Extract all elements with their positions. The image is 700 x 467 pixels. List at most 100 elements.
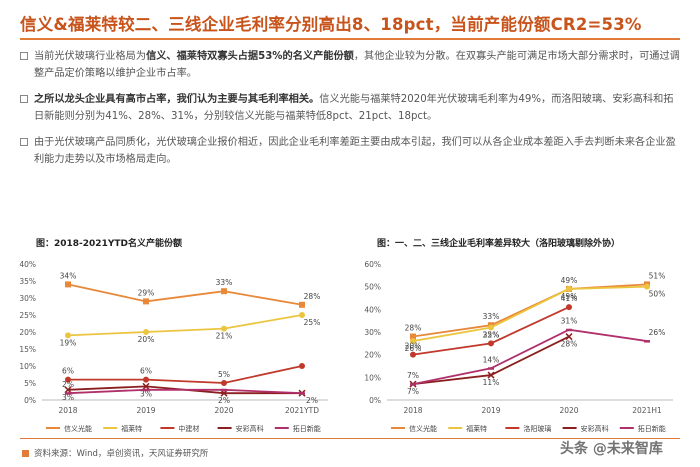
y-tick-label: 35% xyxy=(19,277,36,286)
legend-label: 信义光能 xyxy=(64,424,92,433)
data-label: 25% xyxy=(483,330,500,339)
data-label: 49% xyxy=(561,276,578,285)
y-tick-label: 10% xyxy=(19,362,36,371)
data-label: 26% xyxy=(405,344,422,353)
series-line xyxy=(412,328,648,386)
data-label: 51% xyxy=(649,271,666,280)
legend-label: 拓日新能 xyxy=(638,424,666,433)
data-label: 14% xyxy=(483,355,500,364)
legend-label: 安彩高科 xyxy=(236,424,264,433)
chart-title: 图：2018-2021YTD名义产能份额 xyxy=(36,239,182,249)
y-tick-label: 10% xyxy=(364,373,381,382)
legend-label: 福莱特 xyxy=(466,424,487,433)
data-label: 3% xyxy=(140,389,152,398)
data-point xyxy=(488,340,494,347)
data-point xyxy=(410,333,416,340)
marker-stroke xyxy=(487,371,495,379)
x-tick-label: 2018 xyxy=(58,406,77,415)
page-title: 信义&福莱特较二、三线企业毛利率分别高出8、18pct，当前产能份额CR2=53… xyxy=(20,15,642,34)
data-label: 3% xyxy=(62,393,74,402)
bullet-list: 当前光伏玻璃行业格局为信义、福莱特双寡头占据53%的名义产能份额，其他企业较为分… xyxy=(20,48,682,177)
data-point xyxy=(488,324,494,331)
data-point xyxy=(64,386,72,394)
x-tick-label: 2019 xyxy=(481,406,500,415)
bullet-square-icon xyxy=(20,95,28,103)
x-tick-label: 2018 xyxy=(403,406,422,415)
chart-capacity-share: 图：2018-2021YTD名义产能份额 0% 5% 10% 15% 20% 25% 30%… xyxy=(10,236,340,436)
data-point xyxy=(299,392,305,395)
title-divider xyxy=(20,38,680,40)
y-tick-label: 5% xyxy=(24,379,36,388)
data-label: 11% xyxy=(483,378,500,387)
data-label: 29% xyxy=(138,288,155,297)
x-tick-label: 2020 xyxy=(559,406,578,415)
legend-label: 洛阳玻璃 xyxy=(523,424,551,433)
data-label: 28% xyxy=(561,340,578,349)
data-point xyxy=(410,338,416,345)
bullet-item: 当前光伏玻璃行业格局为信义、福莱特双寡头占据53%的名义产能份额，其他企业较为分… xyxy=(20,48,682,82)
data-label: 6% xyxy=(140,367,152,376)
source-note: 资料来源：Wind，卓创资讯，天风证券研究所 xyxy=(34,449,209,459)
bullet-square-icon xyxy=(20,52,28,60)
data-point xyxy=(644,340,650,343)
series-line xyxy=(67,314,303,337)
data-label: 21% xyxy=(216,332,233,341)
footer-divider xyxy=(20,438,680,439)
data-label: 7% xyxy=(407,371,419,380)
y-tick-label: 25% xyxy=(19,311,36,320)
chart-gross-margin: 图：一、二、三线企业毛利率差异较大（洛阳玻璃剔除外协） 0% 10% 20% 30% 4… xyxy=(355,236,685,436)
series-line xyxy=(67,283,303,306)
data-label: 20% xyxy=(405,342,422,351)
data-label: 19% xyxy=(60,338,77,347)
data-point xyxy=(299,312,305,318)
series-line xyxy=(412,285,648,342)
bullet-item: 之所以龙头企业具有高市占率，我们认为主要与其毛利率相关。信义光能与福莱特2020… xyxy=(20,91,682,125)
marker-stroke xyxy=(142,382,150,390)
series-line xyxy=(68,365,303,384)
y-tick-label: 0% xyxy=(369,396,381,405)
legend-label: 信义光能 xyxy=(409,424,437,433)
data-point xyxy=(221,325,227,332)
data-label: 6% xyxy=(62,367,74,376)
data-point xyxy=(644,283,650,290)
data-point xyxy=(65,281,71,288)
y-tick-label: 40% xyxy=(19,260,36,269)
chart-svg: 0% 10% 20% 30% 40% 50% 60% 2018 2019 2020 2021H1 28… xyxy=(364,260,673,433)
x-tick-label: 2021H1 xyxy=(632,406,662,415)
data-point xyxy=(143,298,149,305)
data-point xyxy=(221,288,227,295)
y-tick-label: 30% xyxy=(19,294,36,303)
data-point xyxy=(143,329,149,335)
marker-stroke xyxy=(565,333,573,341)
chart-title: 图：一、二、三线企业毛利率差异较大（洛阳玻璃剔除外协） xyxy=(377,239,621,249)
data-label: 41% xyxy=(561,294,578,303)
data-point xyxy=(565,333,573,341)
data-point xyxy=(221,388,227,392)
data-label: 28% xyxy=(304,292,321,301)
marker-stroke xyxy=(64,386,72,394)
chart-svg: 0% 5% 10% 15% 20% 25% 30% 35% 40% 2018 2019 2020 202… xyxy=(19,260,328,433)
y-tick-label: 50% xyxy=(364,283,381,292)
data-label: 49% xyxy=(561,292,578,301)
data-label: 34% xyxy=(60,271,77,280)
data-point xyxy=(143,388,149,392)
data-point xyxy=(566,304,572,311)
data-label: 50% xyxy=(649,290,666,299)
y-tick-label: 0% xyxy=(24,396,36,405)
data-point xyxy=(143,376,149,383)
data-label: 25% xyxy=(304,318,321,327)
data-label: 20% xyxy=(138,335,155,344)
series-line xyxy=(412,283,648,338)
data-point xyxy=(65,376,71,383)
x-tick-label: 2020 xyxy=(214,406,233,415)
legend-label: 安彩高科 xyxy=(581,424,609,433)
y-tick-label: 40% xyxy=(364,305,381,314)
data-label: 33% xyxy=(216,278,233,287)
legend-label: 中建材 xyxy=(178,424,199,433)
series-line xyxy=(67,388,303,395)
watermark: 头条 @未来智库 xyxy=(560,441,663,457)
data-label: 26% xyxy=(649,328,666,337)
data-point xyxy=(221,380,227,386)
data-label: 2% xyxy=(62,380,74,389)
x-tick-label: 2019 xyxy=(136,406,155,415)
